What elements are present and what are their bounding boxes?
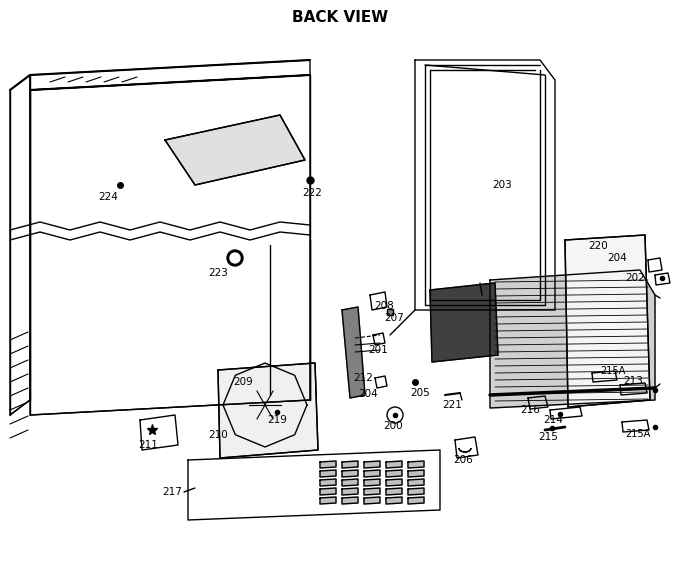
Polygon shape bbox=[364, 470, 380, 477]
Text: 215A: 215A bbox=[600, 366, 625, 376]
Polygon shape bbox=[490, 270, 655, 408]
Polygon shape bbox=[386, 488, 402, 495]
Text: 202: 202 bbox=[625, 273, 645, 283]
Polygon shape bbox=[386, 470, 402, 477]
Text: 208: 208 bbox=[374, 301, 394, 311]
Text: 209: 209 bbox=[233, 377, 253, 387]
Polygon shape bbox=[342, 497, 358, 504]
Polygon shape bbox=[342, 479, 358, 486]
Polygon shape bbox=[30, 75, 310, 415]
Polygon shape bbox=[320, 488, 336, 495]
Polygon shape bbox=[30, 60, 310, 90]
Polygon shape bbox=[320, 470, 336, 477]
Polygon shape bbox=[165, 115, 305, 185]
Text: 204: 204 bbox=[358, 389, 378, 399]
Polygon shape bbox=[364, 488, 380, 495]
Polygon shape bbox=[342, 307, 365, 398]
Text: 205: 205 bbox=[410, 388, 430, 398]
Polygon shape bbox=[408, 461, 424, 468]
Text: 210: 210 bbox=[208, 430, 228, 440]
Text: 216: 216 bbox=[520, 405, 540, 415]
Text: 213: 213 bbox=[623, 376, 643, 386]
Polygon shape bbox=[218, 363, 318, 458]
Text: 206: 206 bbox=[453, 455, 473, 465]
Circle shape bbox=[227, 250, 243, 266]
Polygon shape bbox=[386, 497, 402, 504]
Text: 207: 207 bbox=[384, 313, 404, 323]
Text: 201: 201 bbox=[368, 345, 388, 355]
Polygon shape bbox=[364, 497, 380, 504]
Text: 224: 224 bbox=[98, 192, 118, 202]
Polygon shape bbox=[565, 235, 650, 407]
Polygon shape bbox=[223, 363, 307, 447]
Polygon shape bbox=[342, 461, 358, 468]
Text: 204: 204 bbox=[607, 253, 627, 263]
Text: 219: 219 bbox=[267, 415, 287, 425]
Polygon shape bbox=[386, 479, 402, 486]
Circle shape bbox=[260, 400, 270, 410]
Text: 222: 222 bbox=[302, 188, 322, 198]
Text: BACK VIEW: BACK VIEW bbox=[292, 11, 388, 26]
Circle shape bbox=[230, 253, 240, 263]
Polygon shape bbox=[408, 497, 424, 504]
Polygon shape bbox=[364, 479, 380, 486]
Polygon shape bbox=[408, 470, 424, 477]
Polygon shape bbox=[320, 497, 336, 504]
Polygon shape bbox=[430, 283, 498, 362]
Text: 217: 217 bbox=[162, 487, 182, 497]
Text: 223: 223 bbox=[208, 268, 228, 278]
Polygon shape bbox=[408, 488, 424, 495]
Text: 214: 214 bbox=[543, 415, 563, 425]
Polygon shape bbox=[386, 461, 402, 468]
Polygon shape bbox=[320, 461, 336, 468]
Polygon shape bbox=[364, 461, 380, 468]
Text: 200: 200 bbox=[384, 421, 403, 431]
Text: 212: 212 bbox=[353, 373, 373, 383]
Polygon shape bbox=[320, 479, 336, 486]
Polygon shape bbox=[342, 470, 358, 477]
Text: 203: 203 bbox=[492, 180, 512, 190]
Polygon shape bbox=[342, 488, 358, 495]
Text: 211: 211 bbox=[138, 440, 158, 450]
Text: 215: 215 bbox=[538, 432, 558, 442]
Text: 221: 221 bbox=[442, 400, 462, 410]
Text: 220: 220 bbox=[588, 241, 608, 251]
Polygon shape bbox=[408, 479, 424, 486]
Polygon shape bbox=[10, 75, 30, 415]
Text: 215A: 215A bbox=[626, 429, 651, 439]
